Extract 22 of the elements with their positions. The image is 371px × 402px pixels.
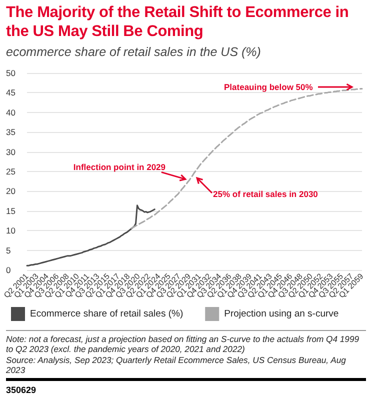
annotation: Plateauing below 50% — [224, 82, 313, 92]
y-tick-label: 45 — [6, 88, 16, 98]
chart-subtitle: ecommerce share of retail sales in the US (%) — [6, 45, 261, 59]
y-tick-label: 35 — [6, 127, 16, 138]
text: 350629 — [6, 378, 366, 395]
y-tick-label: 25 — [6, 166, 16, 176]
text: Note: not a forecast, just a projection based on fitting an S-curve to the actuals from Q4 1999 to Q2 2023 (excl. the pandemic years of 2020, 2021 and 2022) — [6, 334, 360, 355]
y-tick-label: 10 — [6, 226, 16, 236]
line-series — [26, 204, 156, 266]
y-tick-label: 5 — [6, 245, 11, 256]
annotation: Inflection point in 2029 — [73, 162, 166, 172]
chart-title: The Majority of the Retail Shift to Ecommerce in the US May Still Be Coming — [6, 3, 350, 41]
annotation: 25% of retail sales in 2030 — [213, 189, 318, 199]
y-tick-label: 30 — [6, 146, 16, 157]
y-tick-label: 0 — [6, 265, 11, 275]
y-tick-label: 15 — [6, 206, 16, 216]
y-tick-label: 40 — [6, 107, 16, 118]
y-tick-label: 50 — [6, 68, 16, 78]
legend-label: Projection using an s-curve — [224, 308, 339, 320]
source-note: Source: Analysis, Sep 2023; Quarterly Retail Ecommerce Sales, US Census Bureau, Aug 2023 — [6, 354, 347, 376]
y-tick-label: 20 — [6, 186, 16, 196]
legend-label: Ecommerce share of retail sales (%) — [30, 308, 184, 320]
